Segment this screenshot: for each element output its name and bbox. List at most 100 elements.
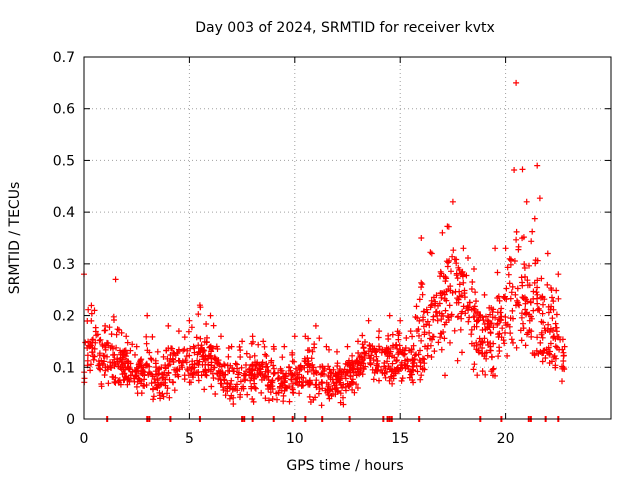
data-point bbox=[127, 360, 134, 367]
data-point bbox=[384, 368, 390, 375]
data-point bbox=[551, 333, 558, 340]
data-point bbox=[367, 361, 374, 368]
data-point bbox=[552, 362, 559, 369]
data-point bbox=[306, 378, 313, 384]
data-point bbox=[347, 372, 354, 379]
data-point bbox=[228, 343, 235, 350]
data-point bbox=[406, 374, 413, 381]
data-point bbox=[243, 362, 249, 368]
data-point bbox=[160, 353, 167, 360]
data-point bbox=[527, 299, 534, 306]
data-point bbox=[265, 377, 272, 383]
data-point bbox=[504, 352, 511, 359]
data-point bbox=[255, 341, 262, 348]
data-point bbox=[296, 390, 303, 397]
data-point bbox=[376, 377, 382, 384]
data-point bbox=[508, 257, 514, 264]
data-point bbox=[494, 309, 501, 316]
data-point bbox=[508, 289, 515, 296]
data-point bbox=[397, 317, 404, 324]
data-point bbox=[390, 342, 396, 349]
data-point bbox=[534, 300, 541, 307]
data-point bbox=[479, 339, 486, 345]
data-point bbox=[502, 329, 508, 336]
data-point bbox=[442, 372, 448, 379]
data-point bbox=[250, 398, 257, 405]
data-point bbox=[550, 298, 557, 305]
data-point bbox=[511, 167, 518, 173]
data-point bbox=[237, 391, 244, 398]
data-point bbox=[205, 361, 212, 368]
data-point bbox=[143, 340, 150, 347]
data-point bbox=[494, 269, 501, 276]
data-point bbox=[243, 350, 250, 357]
data-point bbox=[459, 271, 466, 278]
data-point bbox=[447, 339, 453, 346]
data-point bbox=[278, 380, 284, 387]
data-point bbox=[269, 396, 276, 402]
data-point bbox=[270, 370, 277, 377]
data-point bbox=[348, 378, 355, 385]
data-point bbox=[196, 358, 203, 365]
data-point bbox=[150, 393, 157, 400]
data-point bbox=[152, 360, 159, 367]
data-point bbox=[552, 343, 559, 350]
data-point bbox=[248, 340, 255, 347]
data-point bbox=[463, 305, 470, 312]
data-point bbox=[188, 366, 195, 372]
data-point bbox=[428, 301, 435, 308]
data-point bbox=[183, 353, 190, 360]
data-point bbox=[468, 340, 475, 347]
data-point bbox=[201, 347, 208, 354]
data-point bbox=[461, 294, 468, 301]
data-point bbox=[332, 391, 339, 398]
data-point bbox=[502, 314, 509, 320]
data-point bbox=[513, 236, 520, 243]
data-point bbox=[550, 327, 556, 334]
y-tick-label: 0.6 bbox=[53, 102, 75, 118]
data-point bbox=[221, 362, 228, 369]
data-point bbox=[179, 358, 186, 365]
data-point bbox=[495, 353, 502, 360]
data-point bbox=[438, 330, 445, 337]
data-point bbox=[395, 336, 402, 343]
data-point bbox=[94, 331, 101, 338]
data-point bbox=[519, 235, 526, 242]
data-point bbox=[289, 351, 296, 358]
data-point bbox=[304, 368, 311, 375]
data-point bbox=[544, 281, 551, 288]
x-tick-label: 5 bbox=[185, 431, 194, 447]
data-point bbox=[118, 349, 125, 356]
data-point bbox=[502, 245, 509, 252]
data-point bbox=[448, 268, 454, 275]
data-point bbox=[474, 372, 481, 379]
data-point bbox=[392, 370, 399, 377]
data-point bbox=[453, 272, 460, 279]
data-point bbox=[325, 363, 332, 370]
data-point bbox=[549, 315, 556, 322]
data-point bbox=[175, 346, 182, 353]
data-point bbox=[102, 346, 109, 353]
data-point bbox=[97, 366, 104, 373]
data-point bbox=[443, 297, 450, 304]
data-point bbox=[519, 294, 526, 301]
data-point bbox=[118, 359, 125, 366]
data-point bbox=[466, 299, 473, 306]
data-point bbox=[102, 344, 108, 351]
data-point bbox=[427, 249, 434, 256]
data-point bbox=[416, 332, 422, 339]
data-point bbox=[275, 389, 282, 396]
data-point bbox=[387, 373, 394, 380]
data-point bbox=[514, 285, 521, 292]
data-point bbox=[520, 295, 527, 302]
data-point bbox=[394, 345, 401, 352]
data-point bbox=[483, 355, 490, 362]
y-tick-label: 0.5 bbox=[53, 153, 75, 169]
data-point bbox=[471, 361, 478, 368]
data-point bbox=[165, 370, 172, 377]
data-point bbox=[261, 374, 267, 381]
data-point bbox=[489, 314, 496, 321]
y-axis-label: SRMTID / TECUs bbox=[7, 182, 23, 295]
data-point bbox=[315, 390, 322, 397]
data-point bbox=[258, 389, 265, 396]
